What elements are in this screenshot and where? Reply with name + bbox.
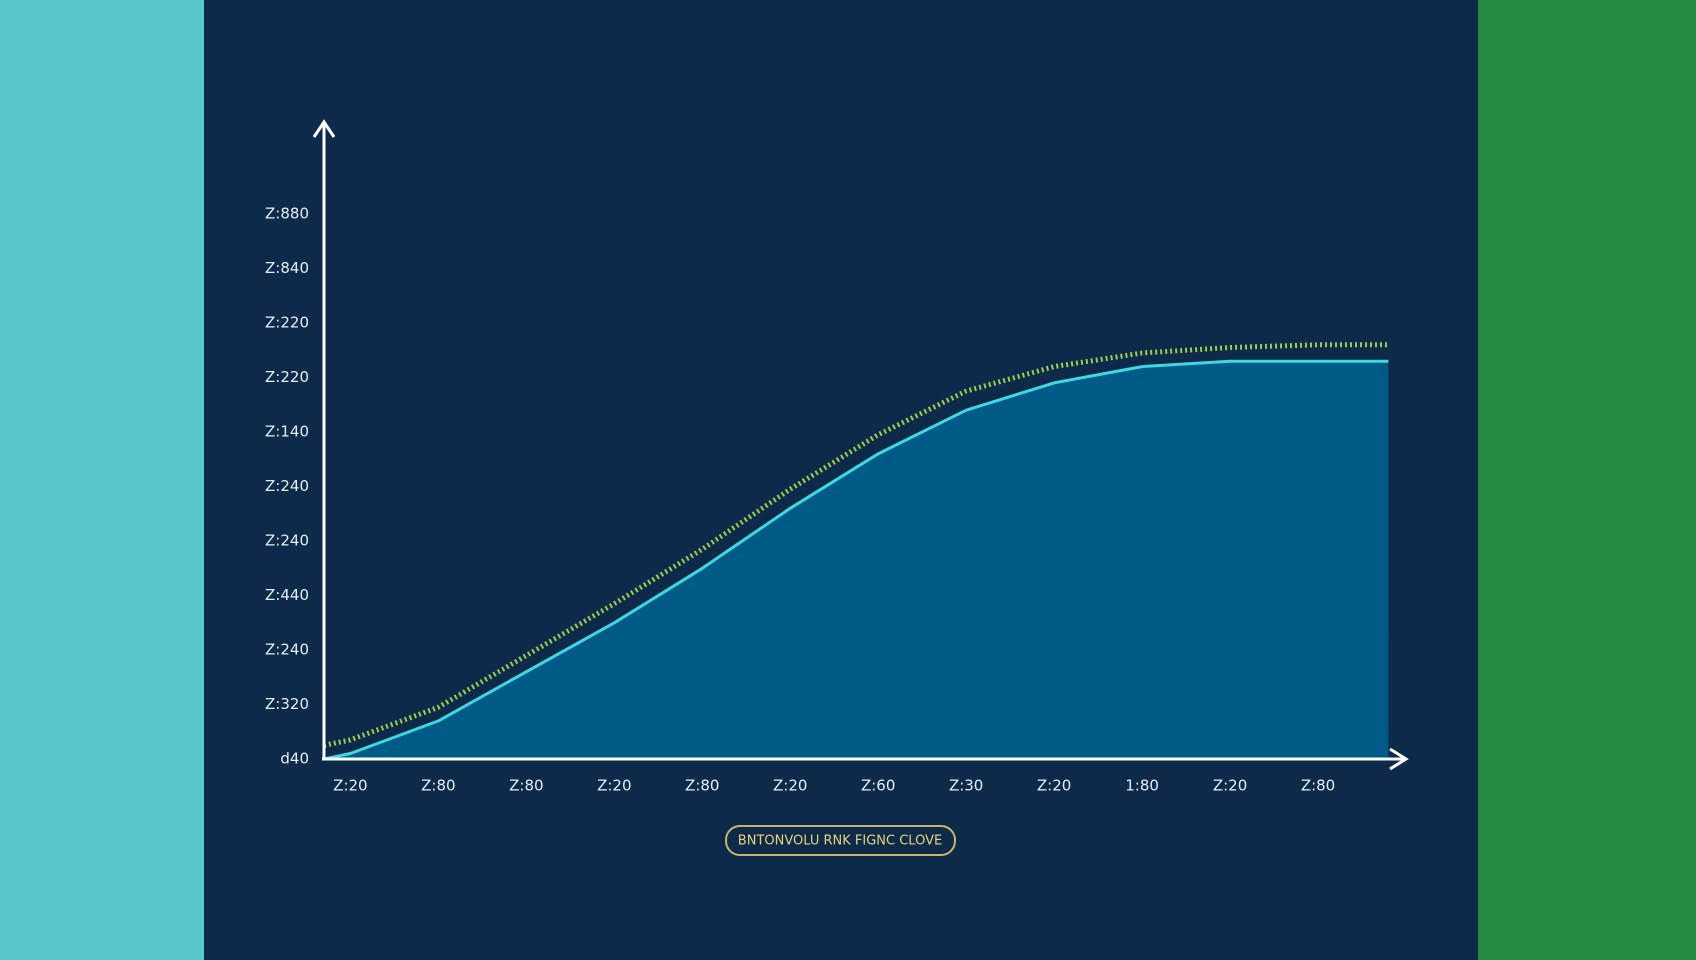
- x-tick-label: 1:80: [1125, 777, 1159, 795]
- x-tick-label: Z:20: [333, 777, 367, 795]
- x-tick-label: Z:20: [1213, 777, 1247, 795]
- x-tick-label: Z:30: [949, 777, 983, 795]
- y-tick-label: Z:880: [265, 205, 309, 223]
- x-tick-label: Z:80: [1301, 777, 1335, 795]
- y-tick-label: Z:220: [265, 314, 309, 332]
- x-axis-arrow: [1389, 747, 1409, 771]
- x-tick-label: Z:60: [861, 777, 895, 795]
- button[interactable]: [725, 825, 956, 856]
- x-tick-label: Z:80: [509, 777, 543, 795]
- x-tick-label: Z:20: [597, 777, 631, 795]
- y-tick-label: d40: [280, 750, 309, 768]
- y-tick-label: Z:140: [265, 423, 309, 441]
- x-tick-label: Z:20: [773, 777, 807, 795]
- y-tick-label: Z:240: [265, 532, 309, 550]
- y-tick-label: Z:840: [265, 259, 309, 277]
- y-tick-label: Z:240: [265, 477, 309, 495]
- y-tick-label: Z:440: [265, 586, 309, 604]
- y-tick-label: Z:240: [265, 641, 309, 659]
- button-label[interactable]: BNTONVOLU RNK FIGNC CLOVE: [738, 834, 942, 849]
- y-tick-label: Z:220: [265, 368, 309, 386]
- y-tick-label: Z:320: [265, 695, 309, 713]
- left-panel: [0, 0, 204, 960]
- area: [324, 361, 1389, 759]
- right-panel: [1478, 0, 1696, 960]
- plot: [323, 342, 1389, 761]
- x-tick-label: Z:20: [1037, 777, 1071, 795]
- x-tick-label: Z:80: [421, 777, 455, 795]
- x-tick-label: Z:80: [685, 777, 719, 795]
- y-axis-arrow: [312, 119, 336, 138]
- line: [323, 359, 1389, 761]
- dotted-band: [323, 342, 1389, 748]
